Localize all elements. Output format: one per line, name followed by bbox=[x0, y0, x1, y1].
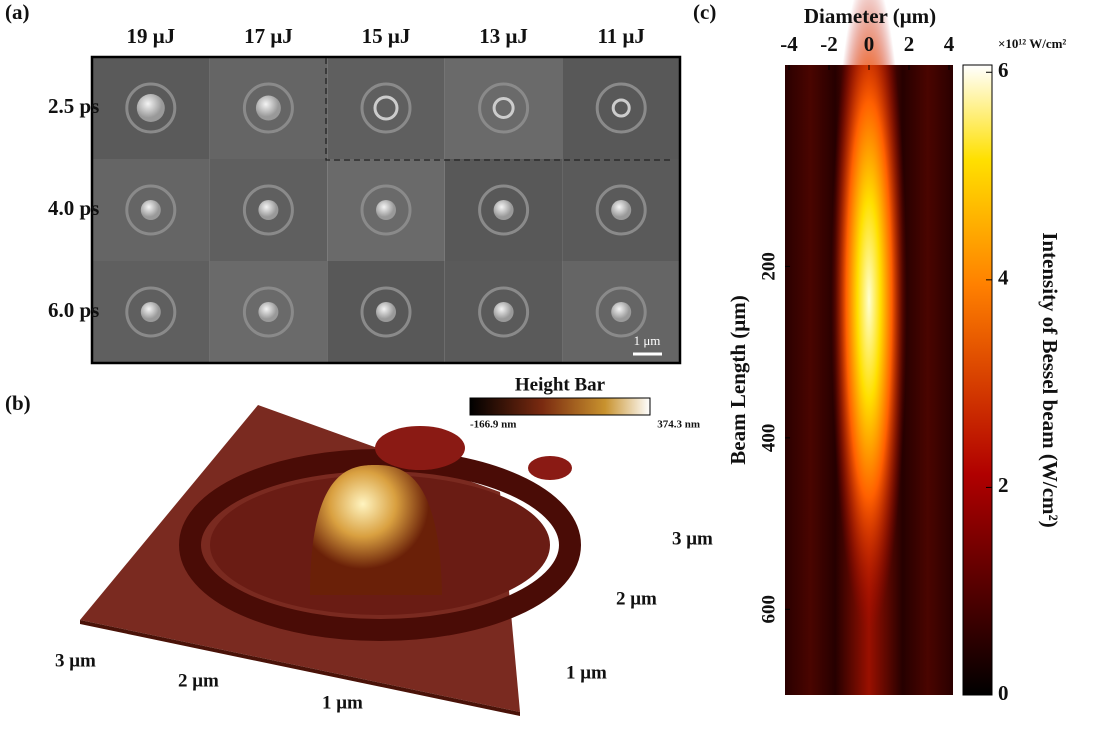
sem-particle bbox=[256, 96, 281, 121]
sem-grid bbox=[92, 57, 680, 363]
colorbar-title: Intensity of Bessel beam (W/cm²) bbox=[1038, 232, 1062, 528]
y-tick-label: 400 bbox=[758, 424, 779, 453]
panel-label: (a) bbox=[5, 0, 30, 24]
colorbar-tick-label: 0 bbox=[998, 681, 1009, 705]
x-tick-label: -2 bbox=[820, 32, 838, 56]
sem-particle bbox=[141, 200, 161, 220]
axis-label: 1 μm bbox=[322, 692, 363, 713]
figure: (a) 1 μm (b) Height Bar -166.9 nm 374.3 … bbox=[0, 0, 1106, 731]
height-bar-title: Height Bar bbox=[515, 374, 606, 395]
axis-label: 2 μm bbox=[178, 670, 219, 691]
x-axis-title: Diameter (μm) bbox=[804, 4, 936, 28]
row-label: 6.0 ps bbox=[48, 298, 99, 322]
afm-debris bbox=[528, 456, 572, 480]
sem-particle bbox=[494, 200, 514, 220]
row-label: 4.0 ps bbox=[48, 196, 99, 220]
height-max: 374.3 nm bbox=[657, 419, 700, 431]
colorbar bbox=[963, 65, 992, 695]
sem-particle bbox=[137, 94, 165, 122]
sem-cell bbox=[562, 57, 680, 159]
sem-particle bbox=[376, 302, 396, 322]
sem-particle bbox=[141, 302, 161, 322]
axis-label: 1 μm bbox=[566, 662, 607, 683]
column-label: 11 μJ bbox=[597, 24, 645, 48]
y-axis-title: Beam Length (μm) bbox=[726, 295, 750, 464]
sem-particle bbox=[258, 302, 278, 322]
sem-particle bbox=[494, 302, 514, 322]
sem-particle bbox=[376, 200, 396, 220]
colorbar-tick-label: 2 bbox=[998, 473, 1009, 497]
sem-particle bbox=[611, 302, 631, 322]
y-tick-label: 200 bbox=[758, 252, 779, 281]
x-tick-label: -4 bbox=[780, 32, 798, 56]
sem-cell bbox=[327, 57, 445, 159]
height-min: -166.9 nm bbox=[470, 419, 516, 431]
row-label: 2.5 ps bbox=[48, 94, 99, 118]
scale-label: 1 μm bbox=[634, 333, 661, 348]
x-tick-label: 0 bbox=[864, 32, 875, 56]
column-label: 17 μJ bbox=[244, 24, 293, 48]
axis-label: 3 μm bbox=[672, 528, 713, 549]
colorbar-tick-label: 4 bbox=[998, 266, 1009, 290]
afm-debris bbox=[375, 426, 465, 470]
colorbar-unit: ×10¹² W/cm² bbox=[998, 36, 1066, 51]
beam-core bbox=[831, 0, 907, 630]
panel-label: (b) bbox=[5, 391, 31, 415]
height-bar bbox=[470, 398, 650, 415]
panel-label: (c) bbox=[693, 0, 716, 24]
sem-particle bbox=[258, 200, 278, 220]
colorbar-tick-label: 6 bbox=[998, 58, 1009, 82]
y-tick-label: 600 bbox=[758, 595, 779, 624]
sem-cell bbox=[445, 57, 563, 159]
column-label: 19 μJ bbox=[126, 24, 175, 48]
x-tick-label: 4 bbox=[944, 32, 955, 56]
sem-particle bbox=[611, 200, 631, 220]
axis-label: 2 μm bbox=[616, 588, 657, 609]
axis-label: 3 μm bbox=[55, 650, 96, 671]
column-label: 15 μJ bbox=[362, 24, 411, 48]
column-label: 13 μJ bbox=[479, 24, 528, 48]
x-tick-label: 2 bbox=[904, 32, 915, 56]
